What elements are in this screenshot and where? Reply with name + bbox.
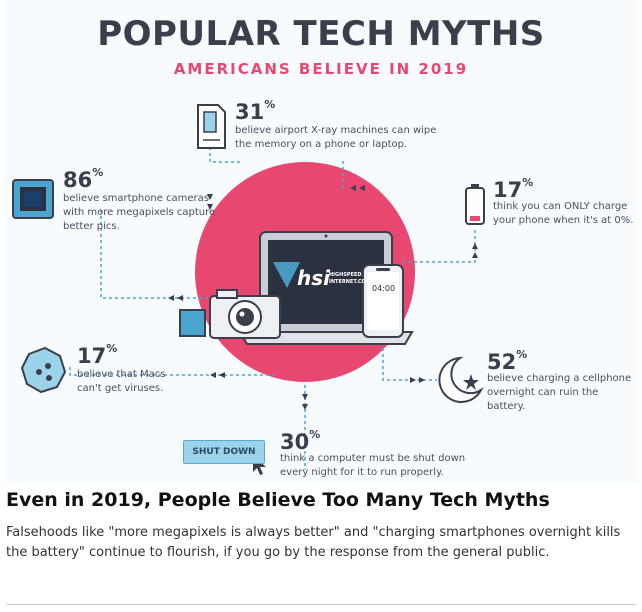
myth-17-charge-description: think you can ONLY charge your phone whe… — [493, 201, 634, 226]
myth-86-percent: 86% — [63, 166, 104, 192]
brand-small-2: INTERNET.COM — [329, 279, 371, 285]
arrow-left-icon — [168, 295, 174, 301]
infographic: POPULAR TECH MYTHS AMERICANS BELIEVE IN … — [5, 0, 637, 484]
arrow-right-icon — [410, 377, 416, 383]
phone-icon — [362, 264, 404, 338]
divider — [6, 604, 636, 605]
myth-31-percent: 31% — [235, 98, 276, 124]
laptop-icon — [238, 231, 414, 345]
page-subtitle: AMERICANS BELIEVE IN 2019 — [173, 60, 469, 78]
myth-17-charge-percent: 17% — [493, 176, 534, 202]
battery-icon — [465, 184, 485, 225]
arrow-down-icon — [302, 394, 308, 400]
moon-icon — [438, 356, 484, 403]
arrow-down-icon — [207, 204, 213, 210]
arrow-down-icon — [207, 194, 213, 200]
myth-17-macs-percent: 17% — [77, 342, 118, 368]
camera-icon — [179, 289, 281, 339]
page-title: POPULAR TECH MYTHS — [97, 14, 545, 54]
infographic-art — [12, 104, 485, 475]
sd-card-icon — [197, 104, 226, 149]
myth-30-percent: 30% — [280, 428, 321, 454]
article-blurb: Falsehoods like "more megapixels is alwa… — [6, 525, 621, 560]
virus-icon — [20, 346, 67, 394]
arrow-marks — [168, 185, 478, 410]
myth-31-description: believe airport X-ray machines can wipe … — [235, 125, 437, 150]
brand-small-1: HIGHSPEED — [329, 272, 362, 278]
camera-sensor-icon — [12, 179, 54, 219]
arrow-left-icon — [219, 372, 225, 378]
connector-17-charge — [403, 230, 476, 263]
connector-17-macs — [69, 367, 275, 376]
arrow-right-icon — [419, 377, 425, 383]
myth-30-description: think a computer must be shut down every… — [280, 453, 466, 478]
arrow-left-icon — [350, 185, 356, 191]
arrow-left-icon — [177, 295, 183, 301]
article-headline[interactable]: Even in 2019, People Believe Too Many Te… — [6, 489, 550, 511]
myth-52-description: believe charging a cellphone overnight c… — [487, 373, 632, 412]
myth-86-description: believe smartphone cameras with more meg… — [63, 193, 216, 232]
myth-52-percent: 52% — [487, 348, 528, 374]
brand-logo-text: hsi — [297, 266, 330, 290]
arrow-up-icon — [472, 243, 478, 249]
shut-down-button: SHUT DOWN — [183, 440, 265, 464]
arrow-left-icon — [359, 185, 365, 191]
phone-time: 04:00 — [372, 284, 396, 293]
connector-52 — [382, 348, 437, 381]
arrow-left-icon — [210, 372, 216, 378]
arrow-down-icon — [302, 404, 308, 410]
myth-17-macs-description: believe that Macs can't get viruses. — [77, 369, 166, 394]
arrow-up-icon — [472, 252, 478, 258]
